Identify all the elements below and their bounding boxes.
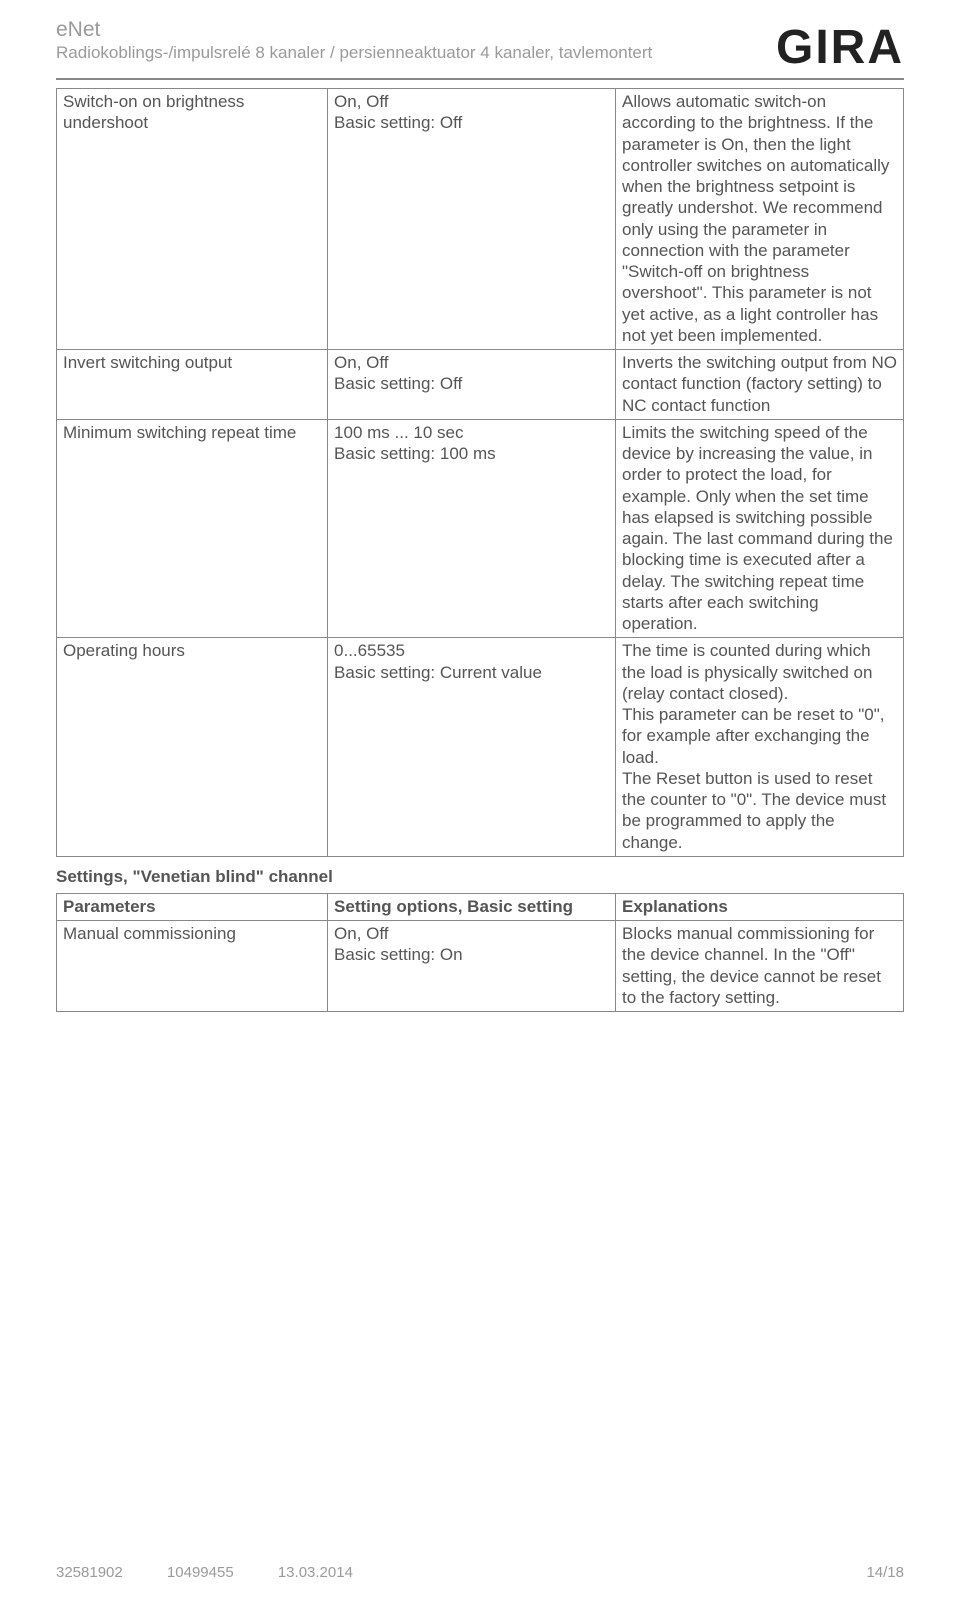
footer-code-2: 10499455 [167,1564,234,1581]
explain-cell: Inverts the switching output from NO con… [616,350,904,420]
footer-code-1: 32581902 [56,1564,123,1581]
setting-line: Basic setting: 100 ms [334,443,609,464]
setting-line: Basic setting: Off [334,112,609,133]
param-cell: Invert switching output [57,350,328,420]
setting-cell: 100 ms ... 10 sec Basic setting: 100 ms [328,419,616,638]
explain-cell: Allows automatic switch-on according to … [616,89,904,350]
table-row: Invert switching output On, Off Basic se… [57,350,904,420]
footer-page: 14/18 [866,1564,904,1581]
header-title: eNet [56,18,756,41]
section-heading: Settings, "Venetian blind" channel [56,867,904,887]
explain-cell: Limits the switching speed of the device… [616,419,904,638]
brand-logo: GIRA [776,21,904,74]
setting-line: Basic setting: Off [334,373,609,394]
setting-cell: On, Off Basic setting: On [328,921,616,1012]
header-subtitle: Radiokoblings-/impulsrelé 8 kanaler / pe… [56,43,756,63]
parameter-table-1: Switch-on on brightness undershoot On, O… [56,88,904,857]
param-cell: Minimum switching repeat time [57,419,328,638]
table-header-row: Parameters Setting options, Basic settin… [57,893,904,920]
table-row: Minimum switching repeat time 100 ms ...… [57,419,904,638]
setting-line: Basic setting: Current value [334,662,609,683]
param-cell: Switch-on on brightness undershoot [57,89,328,350]
table-row: Manual commissioning On, Off Basic setti… [57,921,904,1012]
page-header: eNet Radiokoblings-/impulsrelé 8 kanaler… [56,18,904,80]
logo-wrap: GIRA [776,18,904,72]
setting-line: On, Off [334,91,609,112]
setting-cell: On, Off Basic setting: Off [328,350,616,420]
param-cell: Operating hours [57,638,328,857]
parameter-table-2: Parameters Setting options, Basic settin… [56,893,904,1012]
setting-line: On, Off [334,923,609,944]
page-footer: 32581902 10499455 13.03.2014 14/18 [56,1564,904,1581]
explain-cell: Blocks manual commissioning for the devi… [616,921,904,1012]
setting-line: 100 ms ... 10 sec [334,422,609,443]
explain-cell: The time is counted during which the loa… [616,638,904,857]
column-header: Explanations [616,893,904,920]
setting-line: On, Off [334,352,609,373]
table-row: Operating hours 0...65535 Basic setting:… [57,638,904,857]
table-row: Switch-on on brightness undershoot On, O… [57,89,904,350]
footer-date: 13.03.2014 [278,1564,353,1581]
setting-cell: On, Off Basic setting: Off [328,89,616,350]
setting-line: 0...65535 [334,640,609,661]
setting-line: Basic setting: On [334,944,609,965]
param-cell: Manual commissioning [57,921,328,1012]
column-header: Parameters [57,893,328,920]
setting-cell: 0...65535 Basic setting: Current value [328,638,616,857]
column-header: Setting options, Basic setting [328,893,616,920]
